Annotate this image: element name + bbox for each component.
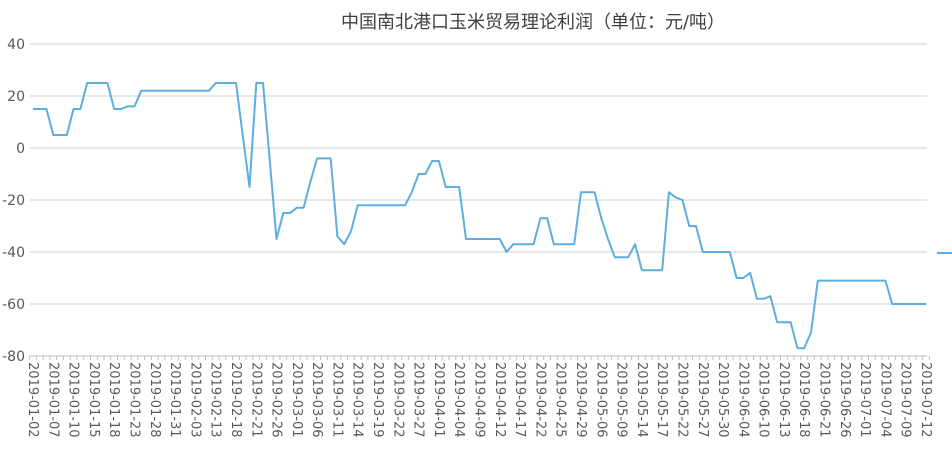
x-tick-label: 2019-03-14 [350,362,365,438]
x-tick-label: 2019-06-10 [756,362,771,438]
x-tick-label: 2019-03-06 [309,362,324,438]
x-tick-label: 2019-05-17 [654,362,669,438]
x-tick-label: 2019-02-21 [248,362,263,438]
x-tick-label: 2019-05-27 [695,362,710,438]
x-tick-label: 2019-02-18 [228,362,243,438]
x-tick-label: 2019-04-25 [553,362,568,438]
x-tick-label: 2019-01-07 [45,362,60,438]
x-tick-label: 2019-03-01 [289,362,304,438]
x-tick-label: 2019-01-10 [66,362,81,438]
x-tick-label: 2019-06-13 [776,362,791,438]
y-tick-label: 40 [7,37,25,53]
x-tick-label: 2019-01-28 [147,362,162,438]
y-tick-label: 20 [7,89,25,105]
x-tick-label: 2019-07-09 [898,362,913,438]
chart-title: 中国南北港口玉米贸易理论利润（单位：元/吨） [340,12,726,33]
x-tick-label: 2019-04-29 [573,362,588,438]
x-tick-label: 2019-05-30 [715,362,730,438]
x-tick-label: 2019-02-13 [208,362,223,438]
x-tick-label: 2019-04-04 [451,362,466,438]
x-tick-label: 2019-04-22 [532,362,547,438]
x-tick-label: 2019-06-18 [796,362,811,438]
x-tick-label: 2019-06-04 [735,362,750,438]
x-tick-label: 2019-02-03 [187,362,202,438]
x-tick-label: 2019-03-19 [370,362,385,438]
series-line [33,82,926,350]
x-tick-label: 2019-05-14 [634,362,649,438]
x-tick-label: 2019-04-12 [492,362,507,438]
x-tick-label: 2019-01-23 [126,362,141,438]
x-tick-label: 2019-04-09 [472,362,487,438]
x-tick-label: 2019-05-22 [674,362,689,438]
y-tick-label: 0 [16,141,25,157]
x-tick-label: 2019-04-17 [512,362,527,438]
x-tick-label: 2019-01-31 [167,362,182,438]
x-tick-label: 2019-05-06 [593,362,608,438]
x-tick-label: 2019-06-26 [837,362,852,438]
y-tick-label: -80 [2,349,25,365]
x-tick-label: 2019-05-09 [614,362,629,438]
x-tick-label: 2019-01-18 [106,362,121,438]
y-tick-label: -20 [2,193,25,209]
x-tick-label: 2019-07-04 [877,362,892,438]
x-tick-label: 2019-07-01 [857,362,872,438]
x-tick-label: 2019-06-21 [817,362,832,438]
x-tick-label: 2019-03-22 [390,362,405,438]
x-tick-label: 2019-03-27 [411,362,426,438]
y-tick-label: -40 [2,245,25,261]
x-tick-label: 2019-01-15 [86,362,101,438]
x-tick-label: 2019-01-02 [25,362,40,438]
x-tick-label: 2019-04-01 [431,362,446,438]
x-tick-label: 2019-07-12 [918,362,933,438]
y-tick-label: -60 [2,297,25,313]
x-tick-label: 2019-02-26 [269,362,284,438]
x-tick-label: 2019-03-11 [329,362,344,438]
